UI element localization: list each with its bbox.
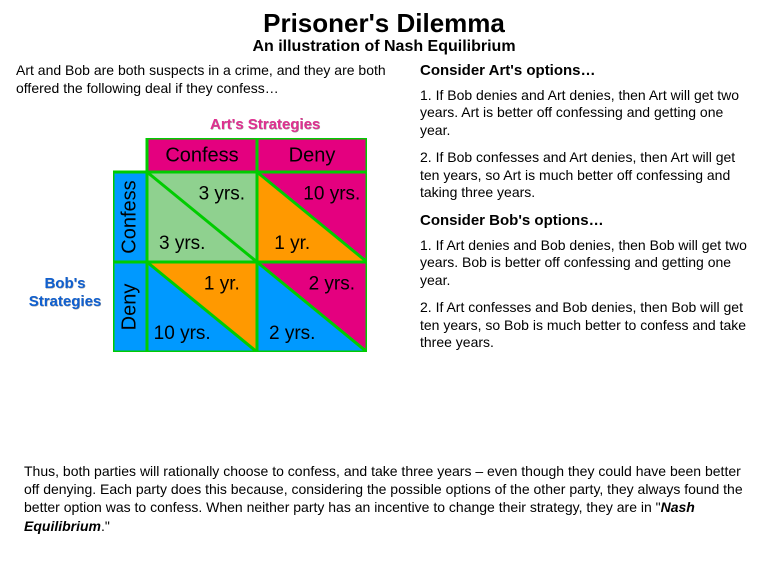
svg-text:Deny: Deny <box>289 144 336 166</box>
bob-option-1: 1. If Art denies and Bob denies, then Bo… <box>420 237 750 290</box>
art-option-1: 1. If Bob denies and Art denies, then Ar… <box>420 87 750 140</box>
art-options-heading: Consider Art's options… <box>420 62 750 81</box>
conclusion-text: Thus, both parties will rationally choos… <box>24 462 744 535</box>
svg-text:2 yrs.: 2 yrs. <box>269 323 315 344</box>
svg-text:Confess: Confess <box>118 180 140 253</box>
conclusion-pre: Thus, both parties will rationally choos… <box>24 463 743 515</box>
intro-text: Art and Bob are both suspects in a crime… <box>16 62 386 97</box>
svg-text:Deny: Deny <box>118 284 140 331</box>
art-strategies-label: Art's Strategies <box>210 116 320 133</box>
payoff-matrix: Confess Deny Confess Deny 3 yrs. 3 yrs. 10 yrs… <box>113 138 367 352</box>
svg-text:1 yr.: 1 yr. <box>204 274 240 295</box>
bob-options-heading: Consider Bob's options… <box>420 212 750 231</box>
page-title: Prisoner's Dilemma <box>0 0 768 39</box>
svg-text:10 yrs.: 10 yrs. <box>154 323 211 344</box>
bob-strategies-label: Bob'sStrategies <box>20 275 110 311</box>
svg-text:2 yrs.: 2 yrs. <box>309 274 355 295</box>
svg-text:10 yrs.: 10 yrs. <box>303 184 360 205</box>
svg-text:3 yrs.: 3 yrs. <box>199 184 245 205</box>
svg-text:3 yrs.: 3 yrs. <box>159 233 205 254</box>
svg-text:1 yr.: 1 yr. <box>274 233 310 254</box>
explanation-column: Consider Art's options… 1. If Bob denies… <box>420 62 750 362</box>
svg-text:Confess: Confess <box>165 144 238 166</box>
conclusion-post: ." <box>101 518 110 534</box>
art-option-2: 2. If Bob confesses and Art denies, then… <box>420 149 750 202</box>
bob-option-2: 2. If Art confesses and Bob denies, then… <box>420 299 750 352</box>
page-subtitle: An illustration of Nash Equilibrium <box>0 38 768 56</box>
